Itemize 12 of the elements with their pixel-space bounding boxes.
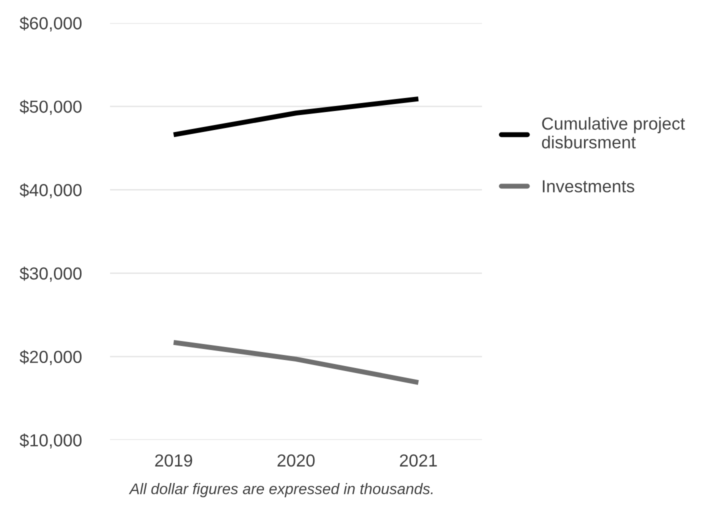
text: All dollar figures are expressed in thousands. [128, 483, 433, 498]
y-tick-label: $50,000 [20, 100, 82, 115]
x-tick-label: 2021 [400, 454, 437, 467]
legend-label: Cumulative project disbursment [542, 117, 685, 148]
y-tick-label: $60,000 [20, 16, 82, 32]
x-tick-label: 2019 [155, 454, 192, 467]
y-tick-label: $40,000 [20, 183, 82, 198]
legend-label: Investments [542, 180, 634, 192]
y-tick-label: $20,000 [20, 350, 82, 366]
y-tick-label: $10,000 [20, 433, 82, 449]
x-tick-label: 2020 [278, 454, 315, 467]
y-tick-label: $30,000 [20, 266, 82, 282]
